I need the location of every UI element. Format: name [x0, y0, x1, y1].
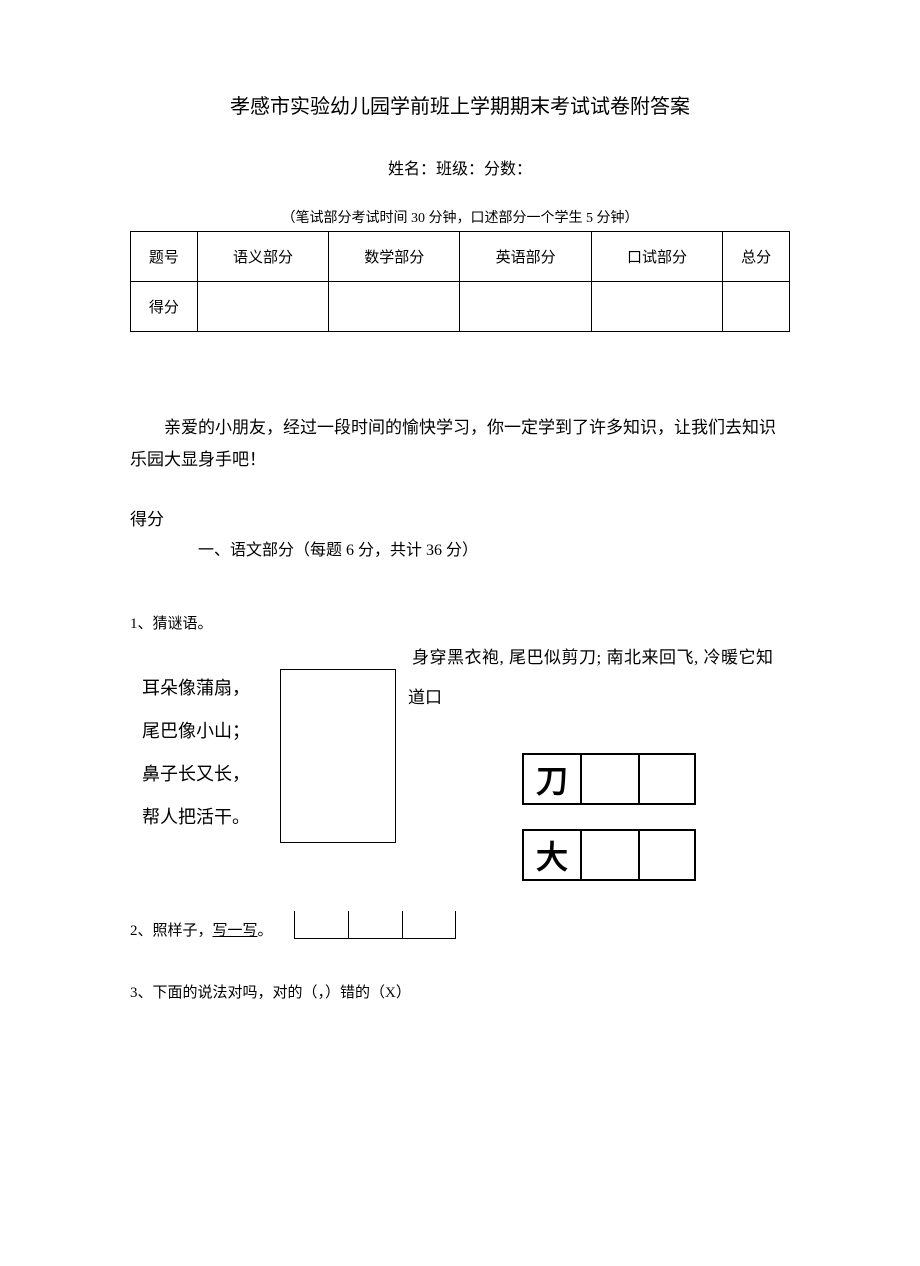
answer-box — [280, 669, 396, 843]
score-cell — [591, 282, 722, 332]
question-3-label: 3、下面的说法对吗，对的（，）错的（X） — [130, 981, 790, 1002]
page-title: 孝感市实验幼儿园学前班上学期期末考试试卷附答案 — [130, 90, 790, 119]
char-empty-cell — [580, 753, 638, 805]
score-heading: 得分 — [130, 505, 790, 530]
char-practice-row-da: 大 — [522, 829, 696, 881]
col-header: 总分 — [723, 232, 790, 282]
row-label-cell: 得分 — [131, 282, 198, 332]
name-label: 姓名： — [388, 161, 436, 178]
table-score-row: 得分 — [131, 282, 790, 332]
score-cell — [460, 282, 591, 332]
col-header: 数学部分 — [329, 232, 460, 282]
col-header: 英语部分 — [460, 232, 591, 282]
score-cell — [723, 282, 790, 332]
col-header: 题号 — [131, 232, 198, 282]
practice-cell — [294, 911, 348, 939]
char-empty-cell — [580, 829, 638, 881]
table-header-row: 题号 语义部分 数学部分 英语部分 口试部分 总分 — [131, 232, 790, 282]
score-cell — [329, 282, 460, 332]
riddle-line: 尾巴像小山； — [142, 710, 250, 753]
char-empty-cell — [638, 829, 696, 881]
score-table: 题号 语义部分 数学部分 英语部分 口试部分 总分 得分 — [130, 231, 790, 332]
riddle-right-text: 身穿黑衣袍, 尾巴似剪刀; 南北来回飞, 冷暖它知 — [412, 643, 773, 668]
intro-paragraph: 亲爱的小朋友，经过一段时间的愉快学习，你一定学到了许多知识，让我们去知识乐园大显… — [130, 412, 790, 477]
char-empty-cell — [638, 753, 696, 805]
q2-underlined: 写一写 — [213, 923, 258, 939]
col-header: 口试部分 — [591, 232, 722, 282]
question-2-area: 2、照样子，写一写。 — [130, 911, 790, 941]
score-cell — [197, 282, 328, 332]
practice-cell — [348, 911, 402, 939]
riddle-right-text-cont: 道口 — [408, 683, 442, 708]
char-practice-row-dao: 刀 — [522, 753, 696, 805]
riddle-line: 鼻子长又长， — [142, 753, 250, 796]
q2-practice-boxes — [294, 911, 456, 939]
q2-period: 。 — [258, 923, 273, 939]
riddle-area: 耳朵像蒲扇， 尾巴像小山； 鼻子长又长， 帮人把活干。 身穿黑衣袍, 尾巴似剪刀… — [130, 641, 790, 911]
practice-cell — [402, 911, 456, 939]
exam-timing-note: （笔试部分考试时间 30 分钟，口述部分一个学生 5 分钟） — [130, 207, 790, 227]
q2-prefix: 2、照样子， — [130, 923, 213, 939]
col-header: 语义部分 — [197, 232, 328, 282]
riddle-line: 帮人把活干。 — [142, 796, 250, 839]
class-label: 班级： — [436, 161, 484, 178]
char-sample-cell: 刀 — [522, 753, 580, 805]
question-1-label: 1、猜谜语。 — [130, 612, 790, 633]
section-1-heading: 一、语文部分（每题 6 分，共计 36 分） — [130, 536, 790, 560]
riddle-left-lines: 耳朵像蒲扇， 尾巴像小山； 鼻子长又长， 帮人把活干。 — [142, 667, 250, 840]
char-sample-cell: 大 — [522, 829, 580, 881]
student-info-line: 姓名：班级：分数： — [130, 155, 790, 179]
score-label: 分数： — [484, 161, 532, 178]
riddle-line: 耳朵像蒲扇， — [142, 667, 250, 710]
question-2-label: 2、照样子，写一写。 — [130, 919, 273, 940]
